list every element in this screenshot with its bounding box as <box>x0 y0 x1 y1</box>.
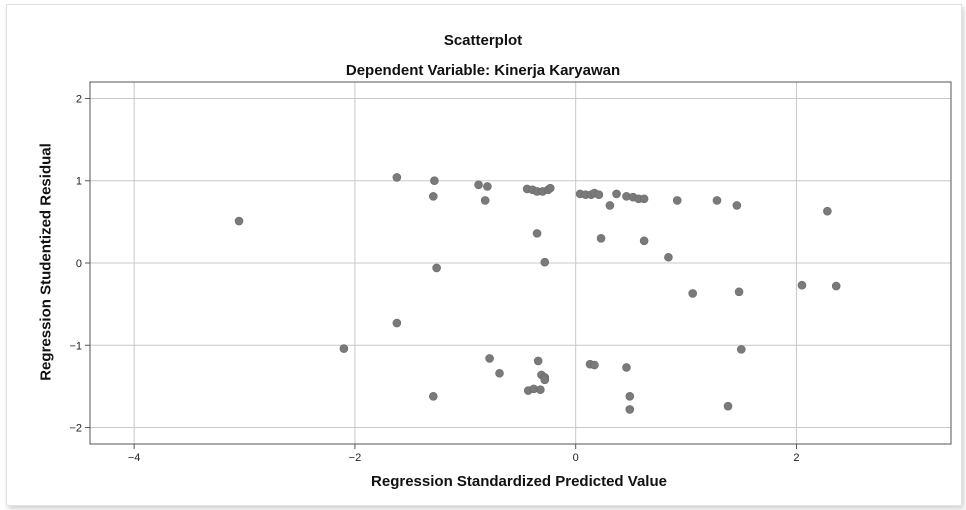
data-point <box>664 252 673 262</box>
data-point <box>622 363 631 372</box>
data-point <box>474 180 483 190</box>
data-point <box>734 287 744 297</box>
data-point <box>736 345 746 354</box>
data-point <box>639 236 649 246</box>
gridlines <box>90 82 951 444</box>
data-point <box>483 182 492 191</box>
data-point <box>495 368 504 378</box>
data-point <box>234 216 244 226</box>
data-point <box>532 229 542 238</box>
data-point <box>480 196 490 205</box>
data-points <box>234 173 841 414</box>
data-point <box>533 356 543 366</box>
data-point <box>612 189 621 199</box>
y-axis-label: Regression Studentized Residual <box>37 143 55 381</box>
data-point <box>605 201 615 210</box>
data-point <box>392 173 402 182</box>
data-point <box>339 344 349 353</box>
data-point <box>723 401 733 411</box>
data-point <box>536 385 545 395</box>
data-point <box>625 391 635 401</box>
data-point <box>797 280 807 290</box>
x-axis-label: Regression Standardized Predicted Value <box>371 473 667 490</box>
data-point <box>428 192 438 201</box>
data-point <box>540 375 550 385</box>
data-point <box>732 201 742 210</box>
chart-subtitle: Dependent Variable: Kinerja Karyawan <box>345 62 621 79</box>
tick-labels: −4 −2 0 2 2 1 0 −1 −2 <box>69 93 799 464</box>
x-tick-label: −2 <box>349 452 362 464</box>
data-point <box>432 263 441 273</box>
x-tick-label: 2 <box>793 452 799 464</box>
data-point <box>430 176 439 186</box>
y-tick-label: 2 <box>76 93 82 105</box>
x-tick-label: −4 <box>128 452 141 464</box>
data-point <box>392 318 402 328</box>
data-point <box>596 234 606 243</box>
data-point <box>590 360 599 370</box>
y-tick-label: 0 <box>76 258 82 270</box>
data-point <box>594 190 604 200</box>
y-tick-label: −2 <box>69 423 82 435</box>
data-point <box>712 196 722 205</box>
y-tick-label: 1 <box>76 176 82 188</box>
data-point <box>639 194 649 204</box>
data-point <box>823 206 832 216</box>
data-point <box>831 281 841 291</box>
data-point <box>672 196 682 205</box>
data-point <box>540 257 550 267</box>
chart-title: Scatterplot <box>443 32 523 49</box>
data-point <box>625 405 635 414</box>
x-tick-label: 0 <box>573 452 579 464</box>
y-tick-label: −1 <box>69 340 82 352</box>
data-point <box>546 183 555 193</box>
data-point <box>485 354 494 363</box>
data-point <box>428 391 438 401</box>
data-point <box>688 289 698 298</box>
chart-frame <box>6 4 962 506</box>
